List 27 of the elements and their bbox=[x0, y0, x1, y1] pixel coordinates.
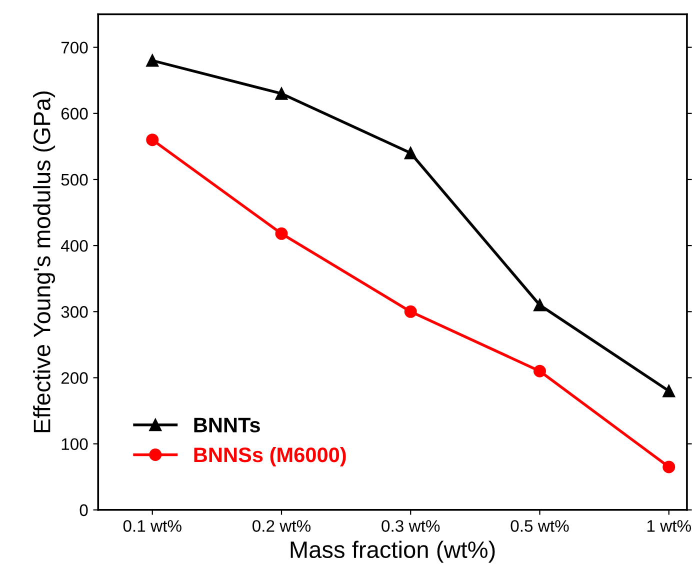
point bbox=[146, 54, 159, 67]
point bbox=[404, 305, 417, 318]
point bbox=[534, 298, 546, 312]
y-tick-label: 0 bbox=[80, 504, 88, 516]
y-tick-label: 700 bbox=[61, 42, 88, 54]
x-tick-label: 0.3 wt% bbox=[382, 520, 440, 532]
point bbox=[534, 364, 546, 378]
point bbox=[275, 227, 288, 240]
y-tick-label: 600 bbox=[61, 108, 88, 120]
y-tick-label: 100 bbox=[62, 438, 88, 450]
point bbox=[662, 384, 676, 398]
x-axis-title: Mass fraction (wt%) bbox=[290, 540, 495, 563]
y-tick-label: 400 bbox=[60, 240, 88, 252]
y-tick-label: 200 bbox=[61, 372, 88, 384]
legend-label: BNNSs (M6000) bbox=[194, 446, 346, 466]
point bbox=[404, 146, 417, 160]
y-axis-title: Effective Young's modulus (GPa) bbox=[33, 92, 56, 432]
point bbox=[662, 460, 676, 474]
x-tick-label: 1 wt% bbox=[647, 520, 691, 532]
x-tick-label: 0.1 wt% bbox=[123, 520, 182, 532]
y-tick-label: 300 bbox=[61, 306, 88, 318]
point bbox=[275, 87, 288, 100]
x-tick-label: 0.2 wt% bbox=[252, 520, 311, 532]
legend-label: BNNTs bbox=[194, 418, 260, 432]
x-tick-label: 0.5 wt% bbox=[510, 520, 569, 532]
point bbox=[146, 134, 159, 146]
y-tick-label: 500 bbox=[61, 174, 88, 186]
